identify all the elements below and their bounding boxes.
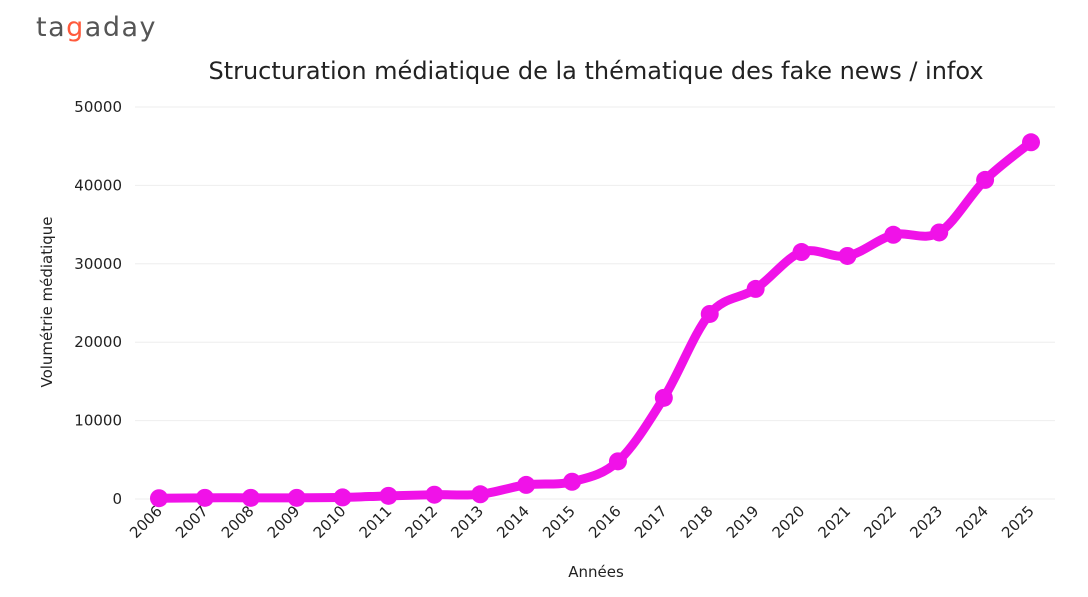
data-point-2024 (976, 170, 995, 189)
data-point-2014 (517, 475, 536, 494)
data-point-2016 (608, 452, 627, 471)
x-tick-label: 2022 (860, 502, 900, 542)
data-point-2007 (195, 488, 214, 507)
y-tick-label: 50000 (74, 98, 122, 116)
x-tick-label: 2015 (539, 502, 579, 542)
x-tick-label: 2011 (356, 502, 396, 542)
data-point-2020 (792, 243, 811, 262)
data-point-2023 (930, 223, 949, 242)
y-axis-ticks: 0 10000 20000 30000 40000 50000 (74, 98, 122, 508)
x-tick-label: 2024 (952, 502, 992, 542)
data-point-2018 (700, 304, 719, 323)
data-point-2011 (379, 486, 398, 505)
x-tick-label: 2006 (126, 502, 166, 542)
x-tick-label: 2025 (998, 502, 1038, 542)
y-tick-label: 20000 (74, 333, 122, 351)
data-point-2010 (333, 488, 352, 507)
x-axis-title: Années (568, 563, 624, 581)
x-tick-label: 2019 (723, 502, 763, 542)
y-tick-label: 40000 (74, 176, 122, 194)
x-tick-label: 2023 (906, 502, 946, 542)
x-tick-label: 2020 (769, 502, 809, 542)
grid-lines (135, 106, 1055, 500)
data-point-2019 (746, 279, 765, 298)
logo-part-accent: g (66, 12, 85, 43)
x-tick-label: 2007 (172, 502, 212, 542)
series-line (154, 137, 1036, 503)
x-tick-label: 2010 (310, 502, 350, 542)
logo-part-3: aday (84, 12, 157, 43)
x-tick-label: 2016 (585, 502, 625, 542)
data-point-2015 (563, 472, 582, 491)
y-tick-label: 30000 (74, 255, 122, 273)
x-tick-label: 2017 (631, 502, 671, 542)
tagaday-logo: tagaday (36, 12, 157, 43)
x-tick-label: 2009 (264, 502, 304, 542)
x-tick-label: 2018 (677, 502, 717, 542)
series-layer (150, 133, 1040, 508)
data-point-2009 (287, 488, 306, 507)
data-point-2006 (150, 489, 168, 508)
data-point-2025 (1022, 133, 1040, 152)
data-point-2012 (425, 485, 444, 504)
x-tick-label: 2021 (815, 502, 855, 542)
x-tick-label: 2012 (401, 502, 441, 542)
x-tick-label: 2013 (447, 502, 487, 542)
y-tick-label: 0 (112, 490, 122, 508)
y-axis-title: Volumétrie médiatique (38, 216, 56, 387)
logo-part-1: ta (36, 12, 67, 43)
y-tick-label: 10000 (74, 412, 122, 430)
x-tick-label: 2014 (493, 502, 533, 542)
data-point-2021 (838, 246, 857, 265)
x-axis-ticks: 2006 2007 2008 2009 2010 2011 2012 2013 2014 2015… (126, 502, 1038, 542)
data-point-2022 (884, 225, 903, 244)
chart-title: Structuration médiatique de la thématiqu… (208, 57, 983, 85)
data-point-2017 (654, 388, 673, 407)
data-point-2013 (471, 485, 490, 504)
x-tick-label: 2008 (218, 502, 258, 542)
data-point-2008 (241, 488, 260, 507)
